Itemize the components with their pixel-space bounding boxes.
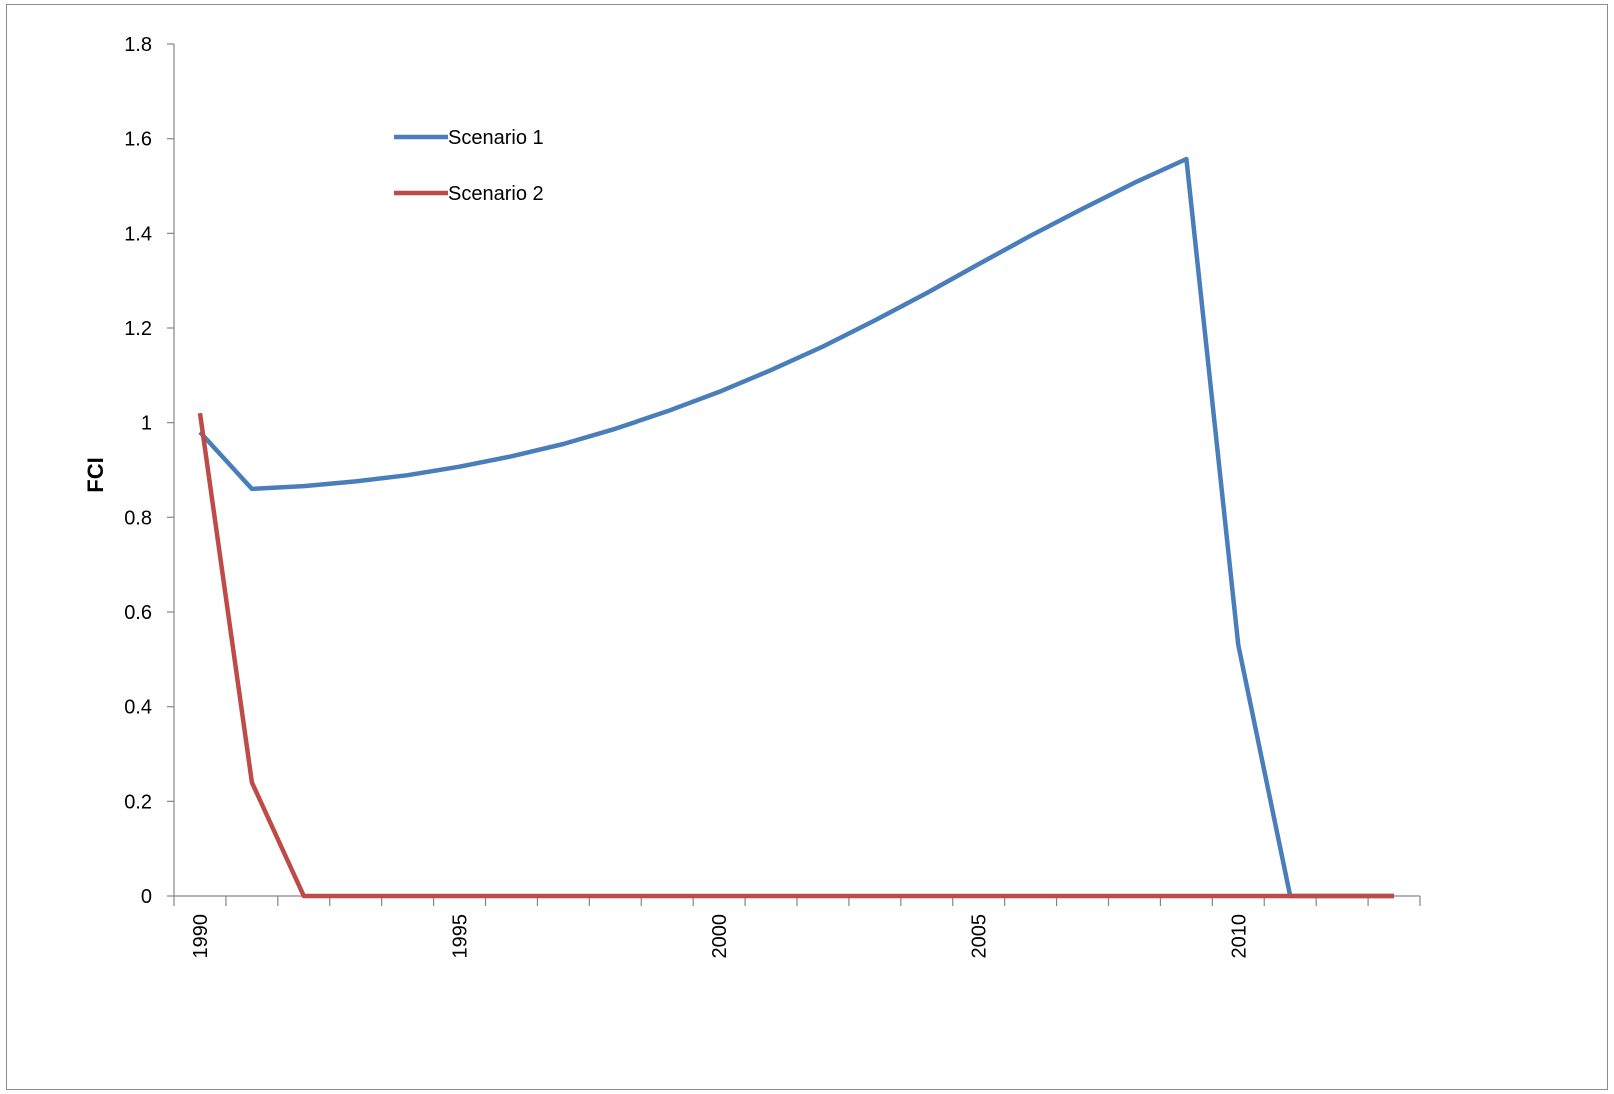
x-tick-label: 2010 [1228, 914, 1250, 959]
legend-label-1: Scenario 1 [448, 127, 544, 149]
x-tick-label: 1990 [190, 914, 212, 959]
series-layer [197, 156, 1394, 899]
y-tick-label: 1 [141, 413, 152, 435]
y-tick-label: 0.6 [124, 602, 152, 624]
x-tick-label: 1995 [450, 914, 472, 959]
series-line-2 [197, 412, 1394, 899]
chart-area: 0 0.2 0.4 0.6 0.8 1 1.2 1.4 1.6 1.8 1990 1995 2000 2… [6, 4, 1608, 1090]
y-tick-label: 1.8 [124, 34, 152, 56]
legend: Scenario 1 Scenario 2 [394, 127, 544, 205]
y-tick-label: 0.2 [124, 791, 152, 813]
legend-label-2: Scenario 2 [448, 183, 544, 205]
series-line-1 [198, 156, 1394, 899]
line-chart: 0 0.2 0.4 0.6 0.8 1 1.2 1.4 1.6 1.8 1990 1995 2000 2… [83, 34, 1421, 959]
y-tick-label: 0.4 [124, 697, 152, 719]
x-tick-label: 2000 [709, 914, 731, 959]
y-tick-label: 1.4 [124, 223, 152, 245]
y-axis: 0 0.2 0.4 0.6 0.8 1 1.2 1.4 1.6 1.8 [124, 34, 175, 908]
y-tick-label: 0.8 [124, 507, 152, 529]
y-axis-title: FCI [83, 457, 108, 492]
y-tick-label: 1.2 [124, 318, 152, 340]
y-tick-label: 1.6 [124, 129, 152, 151]
y-tick-label: 0 [141, 886, 152, 908]
x-axis: 1990 1995 2000 2005 2010 [173, 895, 1421, 959]
x-tick-label: 2005 [969, 914, 991, 959]
